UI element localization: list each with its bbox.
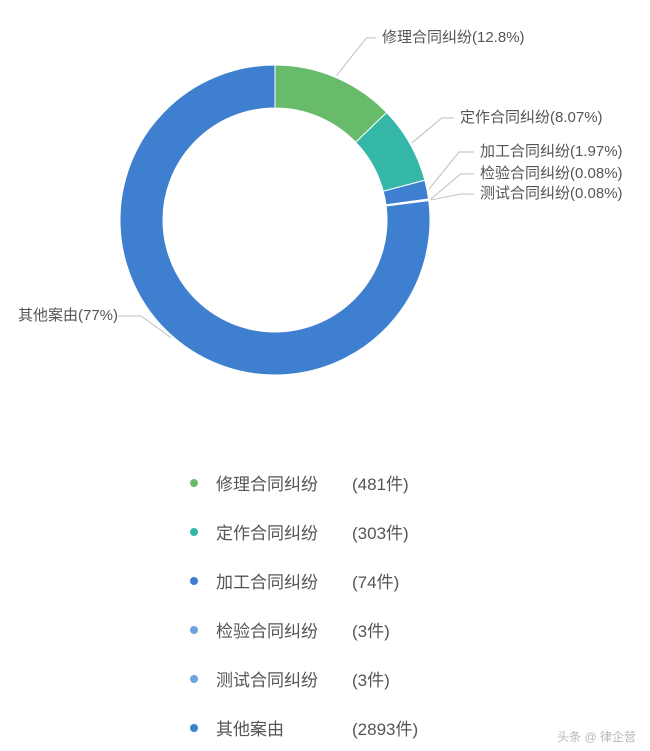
donut-chart: 修理合同纠纷(12.8%) 定作合同纠纷(8.07%) 加工合同纠纷(1.97%)检…	[0, 0, 650, 440]
watermark: 头条 @ 律企营	[557, 728, 636, 745]
legend-dot	[190, 675, 198, 683]
legend-count: (74件)	[352, 568, 399, 593]
legend: 修理合同纠纷(481件)定作合同纠纷(303件)加工合同纠纷(74件)检验合同纠…	[190, 470, 650, 740]
legend-dot	[190, 528, 198, 536]
legend-name: 检验合同纠纷	[216, 617, 346, 642]
legend-dot	[190, 479, 198, 487]
legend-name: 测试合同纠纷	[216, 666, 346, 691]
legend-dot	[190, 577, 198, 585]
legend-item-3: 检验合同纠纷(3件)	[190, 617, 650, 642]
slice-label-0: 修理合同纠纷(12.8%)	[382, 26, 525, 47]
legend-item-2: 加工合同纠纷(74件)	[190, 568, 650, 593]
legend-dot	[190, 626, 198, 634]
slice-label-2: 加工合同纠纷(1.97%)	[480, 140, 623, 161]
legend-name: 其他案由	[216, 715, 346, 740]
legend-count: (3件)	[352, 666, 390, 691]
slice-label-3: 检验合同纠纷(0.08%)	[480, 162, 623, 183]
leader-line	[429, 152, 474, 189]
legend-dot	[190, 724, 198, 732]
donut-svg	[0, 0, 650, 440]
legend-count: (2893件)	[352, 715, 418, 740]
legend-count: (3件)	[352, 617, 390, 642]
legend-item-0: 修理合同纠纷(481件)	[190, 470, 650, 495]
legend-count: (481件)	[352, 470, 409, 495]
legend-item-1: 定作合同纠纷(303件)	[190, 519, 650, 544]
slice-label-4: 测试合同纠纷(0.08%)	[480, 182, 623, 203]
legend-name: 加工合同纠纷	[216, 568, 346, 593]
legend-item-4: 测试合同纠纷(3件)	[190, 666, 650, 691]
slice-label-5: 其他案由(77%)	[18, 304, 118, 325]
leader-line	[431, 194, 474, 200]
slice-label-1: 定作合同纠纷(8.07%)	[460, 106, 603, 127]
legend-name: 修理合同纠纷	[216, 470, 346, 495]
legend-count: (303件)	[352, 519, 409, 544]
leader-line	[336, 38, 376, 76]
leader-line	[412, 118, 454, 143]
legend-name: 定作合同纠纷	[216, 519, 346, 544]
